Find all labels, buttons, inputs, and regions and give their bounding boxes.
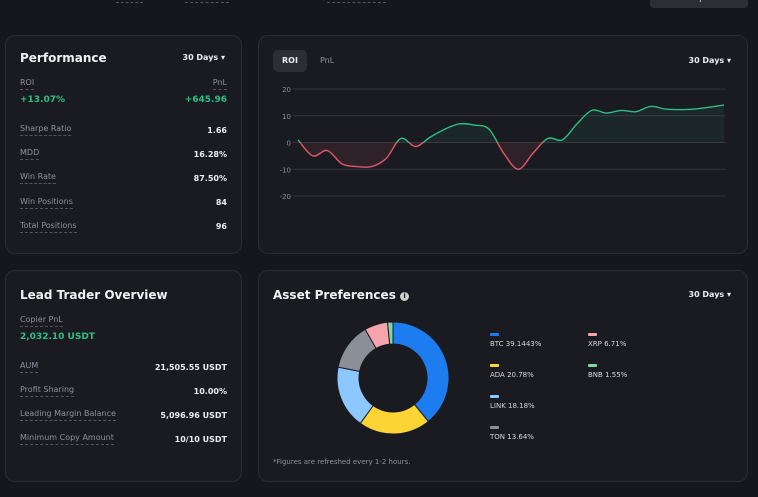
- pnl-value: +645.96: [184, 95, 227, 105]
- roi-line-positive: [297, 104, 725, 143]
- stat-label: Total Positions: [20, 221, 77, 233]
- tab-roi[interactable]: ROI: [273, 50, 307, 72]
- period-dropdown[interactable]: 30 Days ▾: [183, 53, 226, 62]
- stat-value: 5,096.96 USDT: [160, 410, 227, 420]
- y-tick-label: -10: [280, 166, 291, 174]
- legend-item: LINK 18.18%: [490, 395, 535, 410]
- y-tick-label: -20: [280, 193, 291, 201]
- legend-swatch: [490, 426, 499, 429]
- top-tab[interactable]: [116, 0, 143, 3]
- compare-button[interactable]: Compare: [650, 0, 748, 8]
- legend-label: LINK 18.18%: [490, 402, 535, 410]
- period-label: 30 Days: [688, 290, 725, 299]
- stat-value: 10/10 USDT: [174, 434, 227, 444]
- caret-down-icon: ▾: [726, 290, 731, 299]
- negative-area: [298, 142, 724, 170]
- stat-row: Leading Margin Balance 5,096.96 USDT: [20, 409, 227, 421]
- pnl-label: PnL: [212, 78, 227, 90]
- roi-line-chart: 20 10 0 -10 -20: [280, 86, 726, 201]
- performance-title: Performance: [20, 51, 107, 65]
- roi-chart-card: ROI PnL 30 Days ▾ 20 10 0 -10 -20: [258, 35, 748, 254]
- legend-label: TON 13.64%: [490, 433, 534, 441]
- stat-row: Sharpe Ratio 1.66: [20, 124, 227, 136]
- roi-value: +13.07%: [20, 95, 66, 105]
- legend-item: BTC 39.1443%: [490, 333, 541, 348]
- stat-value: 87.50%: [193, 173, 227, 183]
- stat-value: 84: [215, 198, 227, 208]
- caret-down-icon: ▾: [220, 53, 225, 62]
- legend-swatch: [490, 395, 499, 398]
- stat-row: AUM 21,505.55 USDT: [20, 361, 227, 373]
- roi-label: ROI: [20, 78, 35, 90]
- chart-period-dropdown[interactable]: 30 Days ▾: [689, 56, 732, 65]
- legend-item: XRP 6.71%: [588, 333, 626, 348]
- legend-label: ADA 20.78%: [490, 371, 534, 379]
- stat-row: Profit Sharing 10.00%: [20, 385, 227, 397]
- lead-trader-title: Lead Trader Overview: [20, 288, 168, 302]
- stat-value: 96: [215, 222, 227, 232]
- legend-swatch: [588, 333, 597, 336]
- stat-value: 1.66: [207, 125, 227, 135]
- legend-swatch: [490, 333, 499, 336]
- caret-down-icon: ▾: [726, 56, 731, 65]
- asset-preferences-card: Asset Preferences i 30 Days ▾ BTC 39.144…: [258, 270, 748, 482]
- asset-donut-chart: [336, 321, 450, 435]
- legend-label: BNB 1.55%: [588, 371, 628, 379]
- stat-value: 10.00%: [193, 386, 227, 396]
- stat-label: MDD: [20, 148, 40, 161]
- y-tick-label: 0: [287, 140, 291, 148]
- stat-row: Win Positions 84: [20, 197, 227, 209]
- refresh-note: *Figures are refreshed every 1-2 hours.: [273, 458, 411, 466]
- y-tick-label: 10: [282, 113, 291, 121]
- stat-label: AUM: [20, 361, 39, 373]
- stat-value: 16.28%: [193, 149, 227, 159]
- asset-period-dropdown[interactable]: 30 Days ▾: [689, 290, 732, 299]
- stat-label: Win Rate: [20, 172, 56, 185]
- legend-label: XRP 6.71%: [588, 340, 627, 348]
- donut-slice[interactable]: [387, 321, 394, 345]
- legend-item: ADA 20.78%: [490, 364, 534, 379]
- legend-swatch: [588, 364, 597, 367]
- period-label: 30 Days: [688, 56, 725, 65]
- title-text: Asset Preferences: [273, 288, 396, 302]
- stat-label: Profit Sharing: [20, 385, 75, 397]
- positive-area: [298, 105, 724, 143]
- stat-label: Leading Margin Balance: [20, 409, 116, 421]
- stat-row: MDD 16.28%: [20, 148, 227, 161]
- legend-item: TON 13.64%: [490, 426, 534, 441]
- top-tab[interactable]: [185, 0, 229, 3]
- roi-line-negative: [299, 142, 544, 170]
- legend-label: BTC 39.1443%: [490, 340, 542, 348]
- lead-trader-card: Lead Trader Overview Copier PnL 2,032.10…: [5, 270, 242, 482]
- stat-row: Minimum Copy Amount 10/10 USDT: [20, 433, 227, 445]
- legend-swatch: [490, 364, 499, 367]
- copier-pnl-label: Copier PnL: [20, 315, 63, 327]
- stat-label: Minimum Copy Amount: [20, 433, 114, 445]
- copier-pnl-value: 2,032.10 USDT: [20, 332, 95, 342]
- stat-label: Sharpe Ratio: [20, 124, 72, 136]
- donut-slice[interactable]: [392, 321, 450, 423]
- tab-pnl[interactable]: PnL: [320, 56, 335, 65]
- legend-item: BNB 1.55%: [588, 364, 627, 379]
- top-tab[interactable]: [327, 0, 386, 3]
- y-tick-label: 20: [282, 86, 291, 94]
- stat-row: Total Positions 96: [20, 221, 227, 233]
- stat-label: Win Positions: [20, 197, 73, 209]
- asset-preferences-title: Asset Preferences i: [273, 288, 410, 302]
- info-icon[interactable]: i: [400, 292, 410, 301]
- stat-value: 21,505.55 USDT: [154, 362, 227, 372]
- period-label: 30 Days: [182, 53, 219, 62]
- stat-row: Win Rate 87.50%: [20, 172, 227, 185]
- performance-card: Performance 30 Days ▾ ROI PnL +13.07% +645…: [5, 35, 242, 254]
